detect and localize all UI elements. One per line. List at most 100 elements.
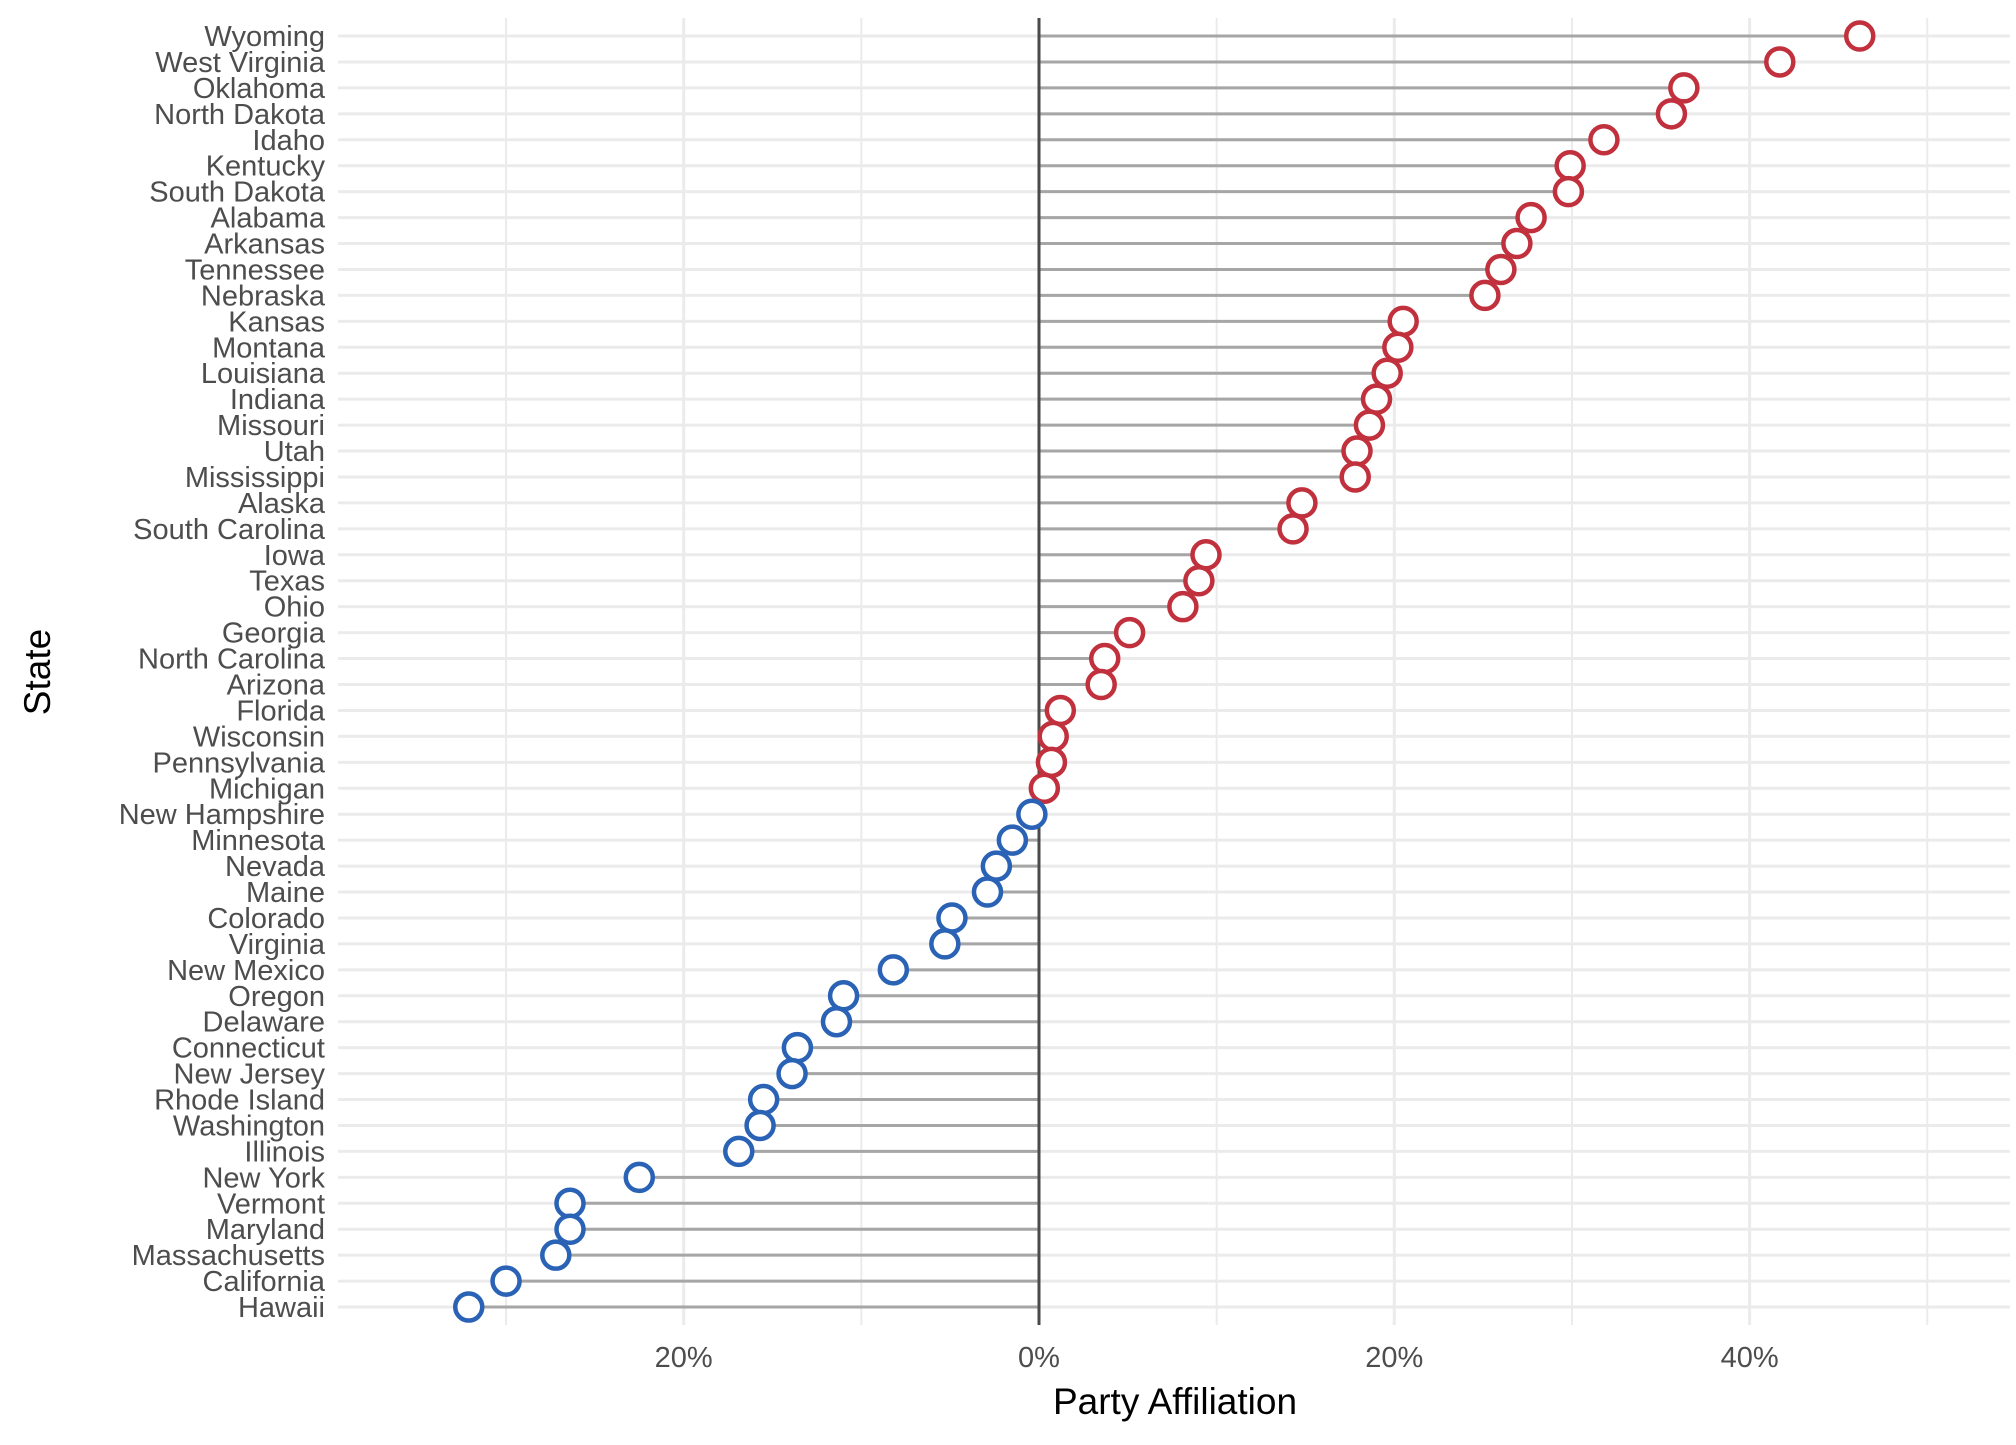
state-label: Massachusetts [132,1240,325,1272]
state-label: Maryland [206,1214,325,1246]
data-point [1167,590,1199,623]
grid-layer [338,18,2010,1326]
state-label: Pennsylvania [153,747,326,779]
data-point [1501,227,1533,260]
state-label: Texas [249,566,325,598]
state-label: Alabama [211,203,326,235]
state-label: Arkansas [204,229,325,261]
data-point [936,902,968,934]
data-point [1085,668,1117,701]
data-point [1341,435,1373,467]
state-label: Wisconsin [193,721,325,753]
state-label: North Dakota [154,99,326,131]
state-label: Minnesota [191,825,326,857]
data-point [1764,46,1796,78]
state-label: Arizona [227,670,326,702]
state-label: Illinois [244,1136,325,1168]
state-label: California [203,1266,326,1298]
y-axis-title: State [17,629,58,715]
state-label: South Dakota [149,177,326,209]
state-label: West Virginia [155,47,326,79]
state-label: Mississippi [185,462,325,494]
data-point [747,1083,780,1116]
data-point [1552,175,1585,208]
data-point [1655,98,1688,130]
data-point [1113,616,1146,649]
data-point [554,1213,586,1245]
state-label: Ohio [264,592,325,624]
state-label: Iowa [264,540,326,572]
data-point [1371,357,1403,389]
x-tick-label: 20% [655,1342,713,1374]
data-point [827,980,860,1012]
state-label: Maine [246,877,325,909]
data-point [1360,383,1393,415]
data-point [971,876,1004,908]
data-point [1339,461,1371,493]
state-label: Kansas [228,306,325,338]
data-point [1190,539,1222,571]
data-point [1016,798,1048,830]
state-label: Georgia [222,618,326,650]
data-point [1353,409,1386,441]
state-label: Florida [236,695,326,727]
state-label: South Carolina [133,514,326,546]
data-point [723,1135,755,1168]
data-point [776,1057,808,1090]
state-label: Indiana [230,384,326,416]
state-label: Wyoming [204,21,325,53]
data-point [744,1109,776,1142]
state-label: Utah [264,436,325,468]
state-label: Virginia [229,929,326,961]
data-point [1469,279,1501,312]
data-point [820,1005,853,1038]
data-point [1668,72,1700,104]
state-label: Idaho [252,125,325,157]
state-label: New Mexico [167,955,325,987]
state-label: Kentucky [206,151,326,183]
data-point [1387,305,1419,338]
data-point [1843,20,1876,52]
state-label: Alaska [238,488,326,520]
data-point [1183,564,1215,597]
data-point [554,1187,586,1220]
data-point [623,1161,656,1194]
data-point [877,954,910,986]
data-point [452,1291,485,1323]
data-point [929,928,961,960]
data-point [1088,642,1121,675]
state-label: New Jersey [174,1059,326,1091]
state-label: Vermont [217,1188,325,1220]
x-tick-label: 40% [1721,1342,1779,1374]
state-label: Nevada [225,851,326,883]
state-label: Colorado [207,903,325,935]
data-point [490,1265,522,1297]
data-point [1035,746,1068,779]
state-label: New Hampshire [119,799,325,831]
state-label: Louisiana [201,358,326,390]
stem-layer [468,34,1860,1309]
data-point [1485,253,1517,286]
data-point [980,850,1013,882]
data-point [540,1239,572,1271]
data-point [996,824,1029,856]
state-label: Delaware [203,1007,326,1039]
state-label: Oregon [228,981,325,1013]
data-point [1286,487,1318,519]
data-point [1028,772,1061,805]
state-label: Michigan [209,773,325,805]
point-layer [452,20,1876,1323]
x-axis-tick-labels: 20% 0% 20% 40% [655,1342,1779,1374]
data-point [1044,694,1077,727]
data-point [1588,124,1620,156]
state-label: Missouri [217,410,325,442]
data-point [781,1031,814,1064]
x-tick-label: 0% [1018,1342,1060,1374]
data-point [1382,331,1414,364]
state-label: Tennessee [185,254,325,286]
state-label: Oklahoma [193,73,326,105]
x-tick-label: 20% [1365,1342,1423,1374]
state-label: North Carolina [138,644,326,676]
